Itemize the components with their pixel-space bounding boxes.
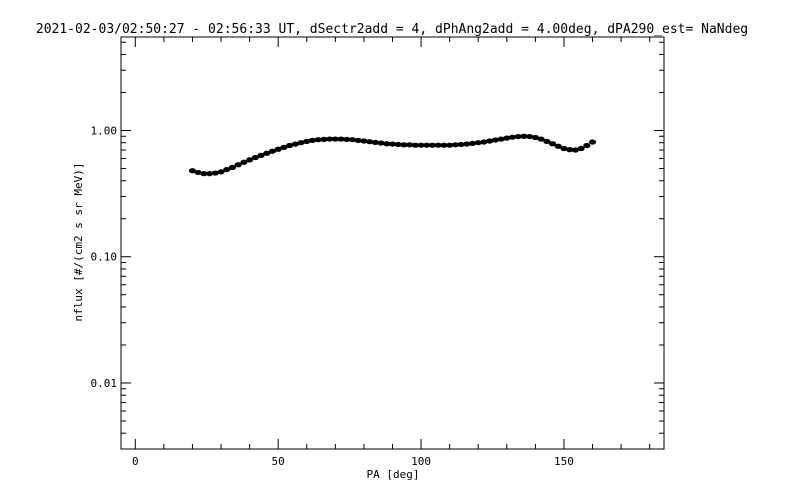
plot-frame	[120, 36, 665, 450]
data-point	[388, 141, 397, 147]
data-point	[228, 164, 237, 170]
data-point	[251, 154, 259, 161]
y-axis-label: nflux [#/(cm2 s sr MeV)]	[72, 163, 85, 322]
data-point	[457, 141, 465, 148]
data-point	[474, 140, 482, 146]
data-point	[217, 169, 225, 175]
data-point	[543, 138, 551, 144]
chart-title: 2021-02-03/02:50:27 - 02:56:33 UT, dSect…	[36, 22, 748, 37]
data-point	[303, 138, 311, 144]
data-point	[320, 136, 328, 142]
data-point	[274, 146, 282, 152]
data-point	[468, 140, 477, 146]
data-point	[194, 169, 202, 176]
data-series	[188, 133, 597, 177]
data-point	[371, 139, 379, 145]
x-tick-label: 0	[132, 455, 139, 468]
data-point	[554, 143, 562, 149]
data-point	[223, 166, 231, 173]
data-point	[434, 142, 442, 148]
data-point	[560, 145, 568, 152]
plot-border	[120, 36, 665, 450]
x-axis-label: PA [deg]	[367, 468, 420, 481]
data-point	[537, 136, 545, 142]
data-point	[400, 142, 408, 148]
data-point	[246, 157, 254, 163]
data-point	[263, 150, 271, 156]
data-point	[508, 134, 517, 140]
data-point	[308, 137, 317, 143]
y-axis: 0.01 0.10 1.00	[91, 41, 664, 450]
data-point	[314, 137, 322, 143]
data-point	[486, 138, 494, 144]
data-point	[423, 142, 431, 148]
data-point	[343, 136, 351, 142]
data-point	[394, 141, 402, 148]
data-point	[440, 142, 448, 148]
data-point	[234, 162, 242, 168]
data-point	[548, 141, 557, 147]
y-tick-label: 0.01	[91, 377, 118, 390]
data-point	[377, 140, 385, 146]
data-point	[491, 137, 499, 143]
data-point	[417, 142, 425, 148]
x-tick-label: 150	[554, 455, 574, 468]
data-point	[297, 140, 305, 146]
data-point	[205, 171, 214, 177]
data-point	[446, 142, 454, 148]
data-point	[286, 142, 294, 149]
data-point	[451, 142, 459, 148]
data-point	[383, 141, 391, 147]
data-point	[280, 144, 288, 150]
data-point	[520, 133, 528, 139]
data-point	[331, 136, 339, 142]
data-point	[514, 133, 522, 140]
data-point	[577, 145, 585, 152]
data-point	[531, 134, 539, 141]
data-point	[240, 159, 248, 165]
data-point	[526, 133, 534, 140]
data-point	[337, 136, 345, 142]
data-point	[354, 137, 362, 143]
data-point	[360, 138, 368, 144]
data-point	[348, 137, 357, 143]
data-point	[497, 136, 505, 142]
data-point	[200, 171, 208, 177]
data-point	[411, 142, 419, 148]
x-axis: 0 50 100 150	[132, 37, 651, 468]
data-point	[366, 139, 374, 145]
data-point	[211, 170, 219, 176]
data-point	[480, 139, 488, 145]
data-point	[291, 141, 299, 147]
data-point	[406, 142, 414, 148]
data-point	[588, 139, 597, 145]
data-point	[503, 135, 511, 141]
x-tick-label: 100	[411, 455, 431, 468]
data-point	[326, 136, 334, 142]
x-tick-label: 50	[272, 455, 285, 468]
data-point	[257, 152, 265, 158]
data-point	[566, 147, 574, 153]
data-point	[571, 147, 580, 153]
data-point	[188, 168, 197, 174]
y-tick-label: 0.10	[91, 251, 118, 264]
data-point	[463, 141, 471, 147]
data-point	[268, 148, 277, 154]
y-tick-label: 1.00	[91, 124, 118, 137]
data-point	[428, 142, 437, 148]
data-point	[583, 142, 591, 149]
